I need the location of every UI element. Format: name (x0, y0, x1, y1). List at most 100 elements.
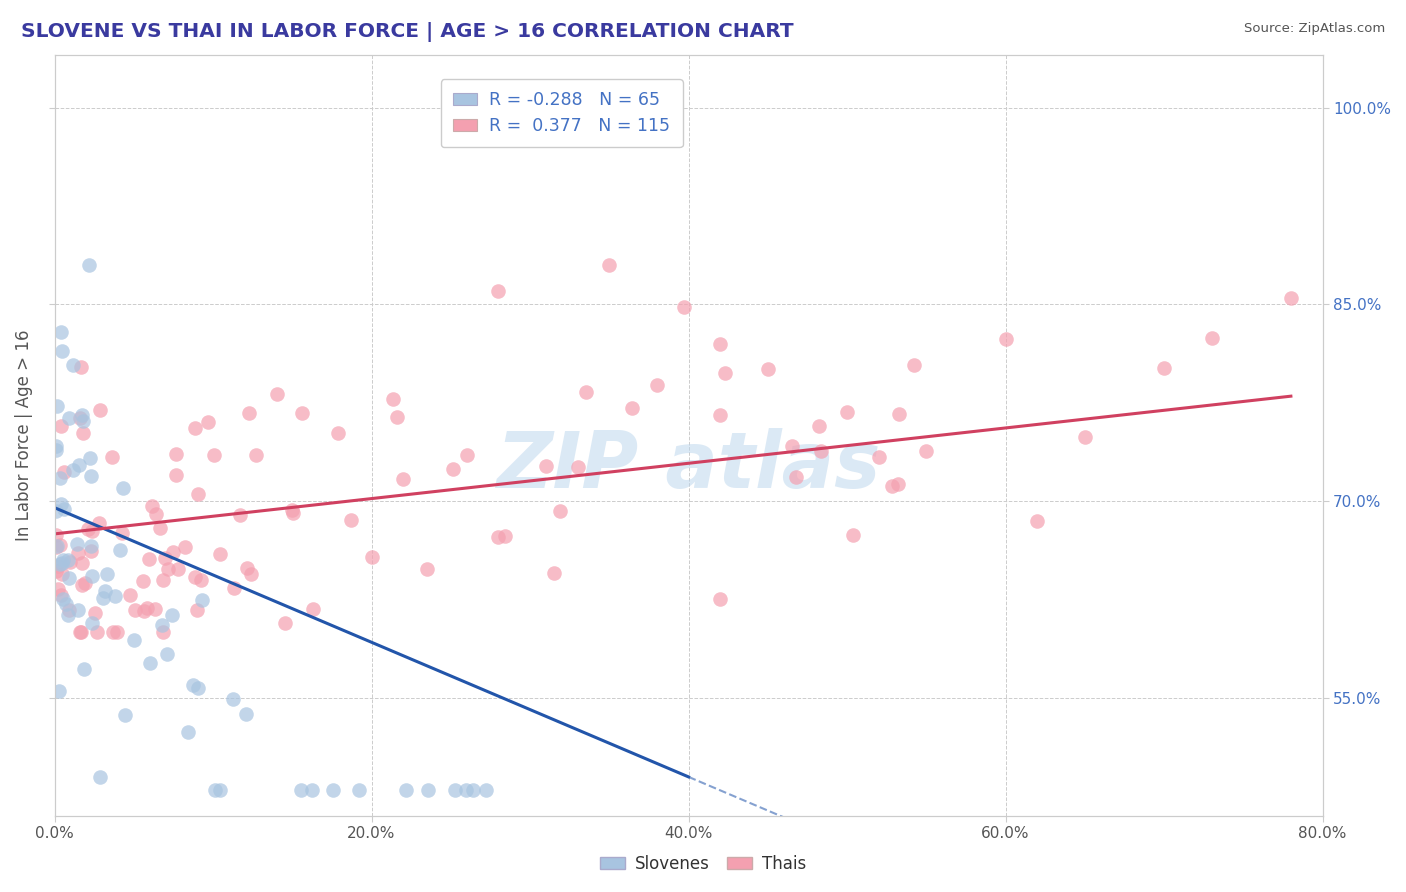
Point (58, 571, 80, 585)
Point (322, 782, 344, 797)
Point (162, 545, 184, 559)
Point (77, 522, 100, 536)
Text: Source: ZipAtlas.com: Source: ZipAtlas.com (1244, 22, 1385, 36)
Point (52, 553, 75, 567)
Point (138, 657, 160, 671)
Point (111, 526, 134, 541)
Point (87, 516, 110, 530)
Point (80, 616, 103, 631)
Point (1201, 331, 1223, 345)
Point (79, 451, 101, 466)
Point (385, 409, 408, 424)
Point (53, 501, 76, 516)
Point (443, 462, 465, 476)
Point (222, 581, 245, 595)
Point (48, 684, 70, 698)
Point (104, 590, 127, 604)
Point (138, 552, 160, 566)
Point (45, 539, 67, 553)
Point (149, 521, 172, 535)
Point (475, 782, 498, 797)
Point (67, 458, 90, 472)
Legend: Slovenes, Thais: Slovenes, Thais (593, 848, 813, 880)
Point (122, 632, 145, 647)
Point (132, 574, 155, 588)
Point (208, 547, 231, 561)
Point (456, 782, 478, 797)
Point (51, 592, 73, 607)
Point (709, 592, 731, 607)
Point (994, 332, 1017, 346)
Point (58, 607, 80, 622)
Point (416, 562, 439, 576)
Point (91, 591, 114, 605)
Point (486, 530, 509, 544)
Point (1153, 360, 1175, 375)
Point (709, 336, 731, 351)
Point (714, 366, 737, 380)
Point (915, 443, 938, 458)
Point (222, 691, 245, 706)
Point (534, 459, 557, 474)
Point (51, 566, 73, 581)
Point (56, 553, 79, 567)
Point (880, 479, 903, 493)
Point (84, 606, 107, 620)
Point (395, 782, 418, 797)
Point (598, 258, 620, 272)
Point (291, 406, 314, 420)
Point (69, 410, 91, 425)
Point (141, 499, 163, 513)
Point (80, 544, 103, 558)
Point (72, 414, 94, 428)
Point (62, 462, 84, 476)
Point (543, 566, 565, 580)
Point (245, 448, 267, 462)
Point (49, 538, 72, 552)
Point (184, 570, 207, 584)
Point (75, 575, 97, 590)
Point (187, 681, 209, 695)
Point (190, 573, 212, 587)
Point (46, 399, 69, 413)
Point (70, 408, 93, 422)
Point (228, 508, 250, 523)
Point (456, 448, 478, 462)
Point (621, 401, 644, 415)
Point (301, 782, 323, 797)
Point (835, 405, 858, 419)
Point (132, 604, 155, 618)
Point (73, 662, 96, 676)
Point (89, 403, 111, 417)
Point (143, 601, 166, 615)
Point (145, 507, 167, 521)
Point (575, 384, 598, 399)
Point (165, 468, 187, 483)
Point (96, 566, 118, 581)
Point (191, 592, 214, 607)
Point (349, 782, 371, 797)
Point (673, 300, 696, 314)
Point (903, 358, 925, 372)
Legend: R = -0.288   N = 65, R =  0.377   N = 115: R = -0.288 N = 65, R = 0.377 N = 115 (441, 79, 683, 147)
Point (186, 487, 208, 501)
Point (709, 408, 731, 422)
Point (183, 421, 205, 435)
Point (51, 498, 73, 512)
Point (1074, 430, 1097, 444)
Point (124, 603, 146, 617)
Point (887, 477, 910, 491)
Point (111, 482, 134, 496)
Point (51, 325, 73, 339)
Point (167, 562, 190, 576)
Point (153, 550, 176, 565)
Point (48, 470, 70, 484)
Point (756, 362, 779, 376)
Point (58, 603, 80, 617)
Point (238, 406, 260, 420)
Point (45, 540, 67, 554)
Point (49, 557, 72, 571)
Point (339, 513, 361, 527)
Point (70, 578, 93, 592)
Point (209, 782, 232, 797)
